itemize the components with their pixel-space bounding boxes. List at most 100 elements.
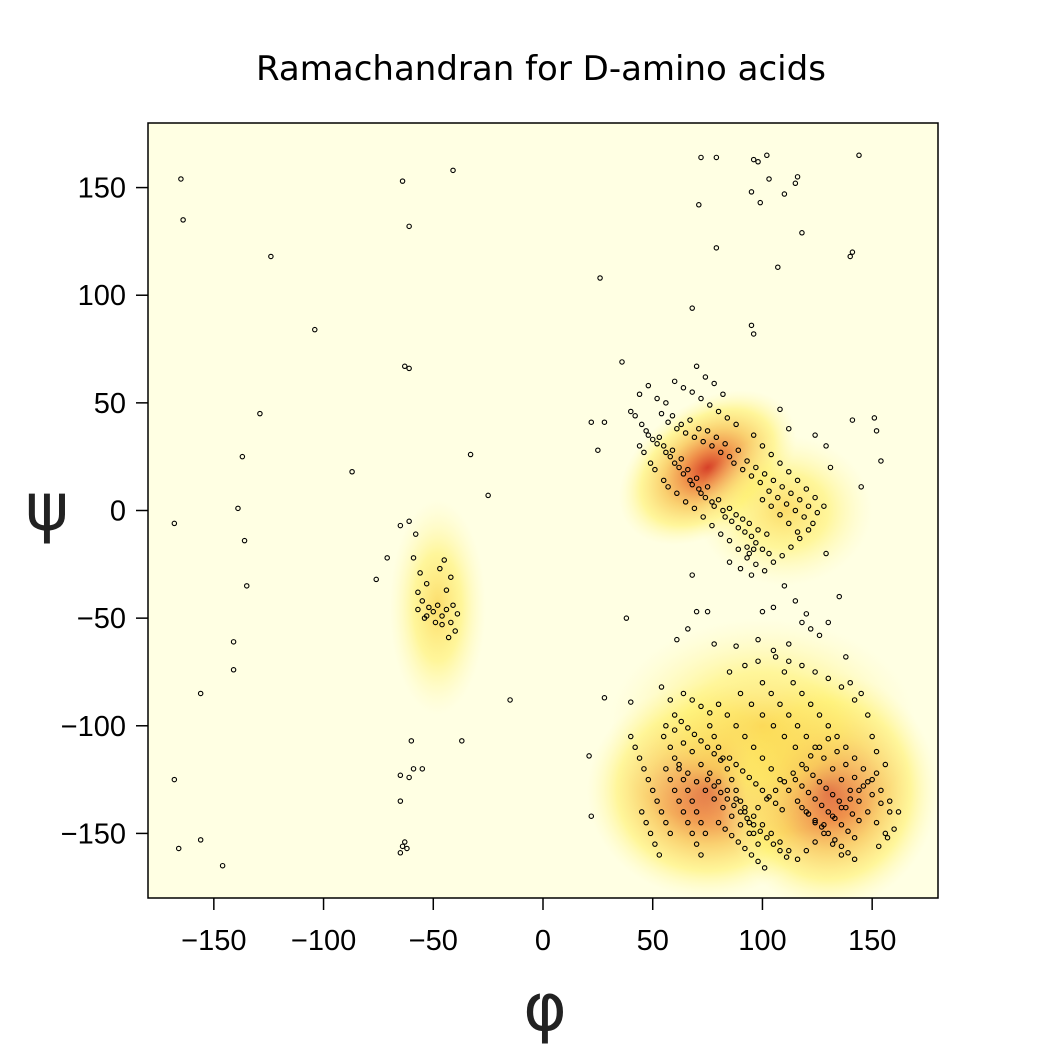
data-point (450, 167, 456, 174)
data-point (810, 520, 816, 527)
data-point (588, 813, 595, 819)
data-point (735, 546, 742, 552)
data-point (219, 862, 226, 869)
data-point (689, 572, 695, 578)
data-point (790, 679, 796, 686)
data-point (849, 811, 856, 817)
data-point (175, 845, 182, 852)
data-point (832, 837, 838, 843)
data-point (663, 723, 669, 729)
data-point (851, 755, 858, 761)
data-point (744, 458, 750, 464)
data-point (419, 598, 426, 604)
data-point (764, 796, 770, 802)
data-point (786, 520, 792, 527)
data-point (823, 443, 829, 449)
data-point (851, 774, 858, 781)
data-point (845, 828, 851, 835)
data-point (768, 503, 774, 509)
data-point (801, 514, 807, 520)
data-point (781, 583, 788, 589)
data-point (696, 425, 702, 432)
data-point (406, 223, 412, 230)
data-point (869, 733, 875, 740)
data-point (825, 809, 832, 815)
data-point (759, 608, 766, 615)
data-point (698, 852, 704, 858)
data-point (680, 809, 687, 815)
data-point (674, 636, 680, 643)
data-point (744, 555, 750, 561)
data-point (704, 608, 711, 615)
data-point (443, 587, 450, 593)
data-point (733, 643, 739, 649)
data-point (632, 413, 638, 419)
data-point (750, 813, 757, 819)
data-point (733, 512, 739, 518)
data-point (816, 744, 823, 751)
data-point (865, 809, 871, 815)
data-point (779, 552, 785, 559)
data-point (711, 796, 717, 802)
data-point (682, 499, 689, 505)
data-point (439, 613, 445, 619)
data-point (685, 725, 691, 731)
data-point (726, 505, 733, 512)
data-point (439, 621, 445, 628)
data-point (180, 217, 186, 223)
data-point (696, 486, 702, 492)
data-point (746, 819, 753, 826)
data-point (746, 774, 753, 781)
data-point (735, 839, 742, 845)
data-point (739, 768, 746, 774)
data-point (698, 154, 704, 161)
data-point (788, 490, 794, 497)
data-point (459, 738, 465, 744)
data-point (742, 529, 748, 535)
data-point (401, 839, 408, 845)
data-point (755, 527, 761, 533)
data-point (847, 679, 853, 686)
data-point (726, 755, 733, 761)
data-point (796, 496, 803, 503)
data-point (645, 776, 652, 783)
data-point (827, 464, 834, 471)
data-point (871, 415, 878, 421)
data-point (882, 830, 889, 837)
data-point (415, 606, 421, 613)
data-point (821, 822, 827, 828)
data-point (239, 453, 246, 460)
data-point (812, 432, 818, 438)
data-point (711, 503, 717, 509)
data-point (623, 615, 630, 621)
data-point (759, 712, 766, 718)
data-point (689, 481, 695, 488)
data-point (805, 811, 812, 817)
x-tick-label: −150 (181, 925, 246, 957)
data-point (693, 809, 700, 815)
data-point (709, 443, 715, 449)
data-point (755, 841, 761, 847)
data-point (792, 744, 799, 751)
data-point (777, 701, 783, 707)
data-point (680, 385, 687, 391)
data-point (713, 245, 720, 251)
data-point (731, 802, 737, 809)
data-point (667, 697, 674, 703)
data-point (722, 514, 728, 520)
data-point (685, 626, 691, 632)
data-point (805, 789, 812, 796)
chart-title: Ramachandran for D-amino acids (256, 49, 826, 89)
data-point (781, 669, 788, 675)
data-point (717, 531, 724, 537)
data-point (722, 826, 728, 832)
data-point (873, 819, 880, 826)
data-point (485, 492, 491, 499)
data-point (636, 391, 643, 397)
data-point (660, 443, 667, 449)
data-point (685, 770, 691, 776)
data-point (698, 703, 704, 710)
data-point (856, 817, 862, 824)
data-point (794, 723, 801, 729)
data-point (707, 402, 713, 408)
